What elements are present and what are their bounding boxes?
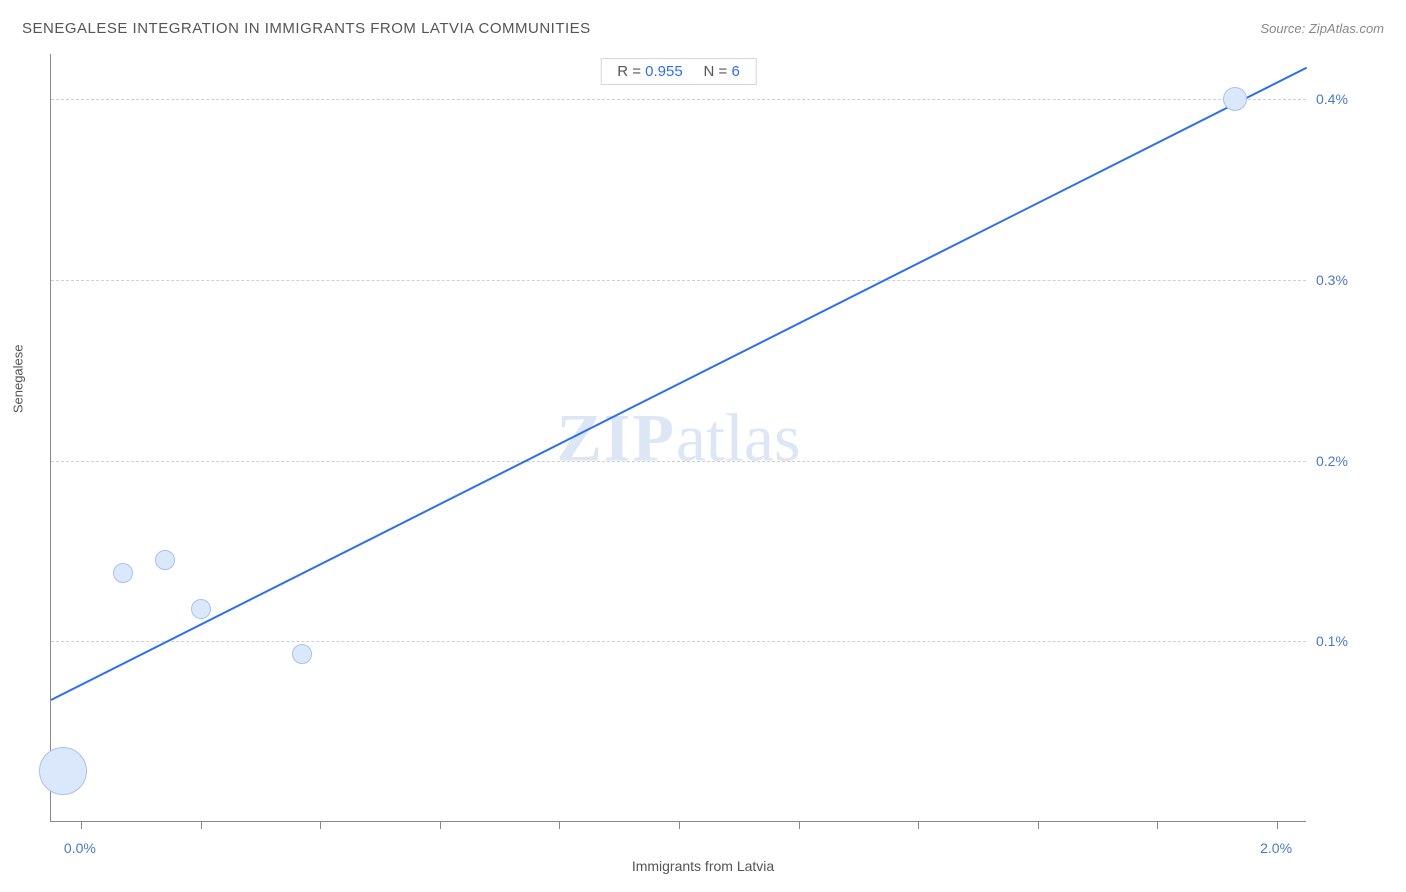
watermark-atlas: atlas bbox=[676, 399, 801, 475]
header: SENEGALESE INTEGRATION IN IMMIGRANTS FRO… bbox=[22, 20, 1384, 37]
stats-legend: R = 0.955 N = 6 bbox=[600, 58, 757, 85]
x-tick bbox=[440, 821, 441, 829]
x-tick bbox=[201, 821, 202, 829]
n-label: N = bbox=[704, 63, 732, 80]
x-tick-label: 0.0% bbox=[64, 840, 96, 856]
plot-area: ZIPatlas R = 0.955 N = 6 bbox=[50, 54, 1306, 822]
data-point bbox=[292, 644, 312, 664]
x-tick bbox=[81, 821, 82, 829]
gridline bbox=[51, 641, 1306, 642]
y-tick-label: 0.2% bbox=[1316, 453, 1348, 469]
x-tick bbox=[799, 821, 800, 829]
watermark: ZIPatlas bbox=[557, 398, 801, 477]
y-tick-label: 0.3% bbox=[1316, 272, 1348, 288]
x-tick bbox=[1038, 821, 1039, 829]
x-tick bbox=[559, 821, 560, 829]
gridline bbox=[51, 99, 1306, 100]
regression-line bbox=[51, 67, 1308, 701]
data-point bbox=[113, 563, 133, 583]
y-tick-label: 0.4% bbox=[1316, 91, 1348, 107]
data-point bbox=[39, 747, 87, 795]
x-tick bbox=[918, 821, 919, 829]
x-axis-label: Immigrants from Latvia bbox=[632, 858, 774, 874]
source-label: Source: ZipAtlas.com bbox=[1260, 21, 1384, 36]
y-axis-label: Senegalese bbox=[11, 344, 26, 413]
n-value: 6 bbox=[731, 63, 739, 80]
data-point bbox=[1223, 87, 1247, 111]
x-tick bbox=[1277, 821, 1278, 829]
data-point bbox=[191, 599, 211, 619]
x-tick bbox=[679, 821, 680, 829]
chart-title: SENEGALESE INTEGRATION IN IMMIGRANTS FRO… bbox=[22, 20, 591, 37]
data-point bbox=[155, 550, 175, 570]
y-tick-label: 0.1% bbox=[1316, 633, 1348, 649]
r-label: R = bbox=[617, 63, 645, 80]
gridline bbox=[51, 461, 1306, 462]
gridline bbox=[51, 280, 1306, 281]
x-tick bbox=[1157, 821, 1158, 829]
r-value: 0.955 bbox=[645, 63, 683, 80]
x-tick bbox=[320, 821, 321, 829]
x-tick-label: 2.0% bbox=[1260, 840, 1292, 856]
